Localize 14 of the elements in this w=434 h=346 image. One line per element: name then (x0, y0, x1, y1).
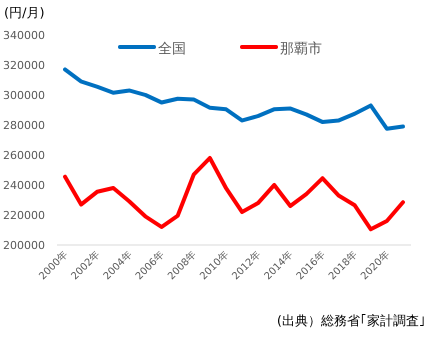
y-tick-label: 340000 (3, 29, 45, 42)
legend-label: 全国 (158, 41, 186, 57)
y-tick-label: 200000 (3, 239, 45, 252)
y-tick-label: 300000 (3, 89, 45, 102)
y-axis-title: (円/月) (4, 6, 45, 21)
y-tick-label: 260000 (3, 149, 45, 162)
y-tick-label: 320000 (3, 59, 45, 72)
y-tick-label: 220000 (3, 209, 45, 222)
y-tick-label: 280000 (3, 119, 45, 132)
line-series (63, 156, 405, 232)
legend-label: 那覇市 (280, 41, 322, 57)
text: (出典）総務省｢家計調査｣ (276, 313, 426, 329)
y-tick-label: 240000 (3, 179, 45, 192)
line-series (63, 68, 405, 131)
